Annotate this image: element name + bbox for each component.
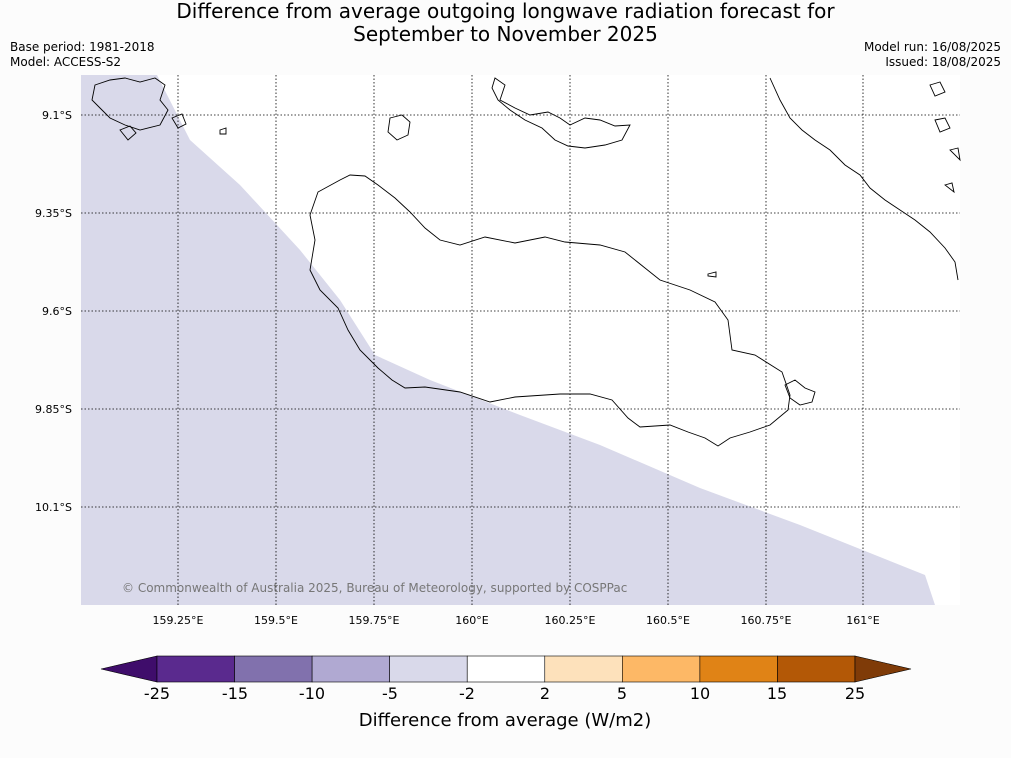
florida-islands-coast bbox=[491, 77, 631, 149]
model-name: Model: ACCESS-S2 bbox=[10, 55, 122, 69]
colorbar-tick-label: -10 bbox=[299, 684, 325, 703]
lat-label: 9.85°S bbox=[35, 403, 72, 416]
marau-islets bbox=[784, 379, 816, 406]
colorbar-segment bbox=[234, 655, 313, 683]
colorbar bbox=[100, 655, 912, 683]
colorbar-segment bbox=[544, 655, 623, 683]
savo-island-coast bbox=[387, 114, 411, 141]
colorbar-tick-label: 25 bbox=[845, 684, 865, 703]
malaita-coast bbox=[769, 77, 959, 281]
small-islet-west-2 bbox=[171, 113, 187, 129]
guadalcanal-coast bbox=[309, 174, 791, 447]
base-period: Base period: 1981-2018 bbox=[10, 40, 155, 54]
title-line-1: Difference from average outgoing longwav… bbox=[176, 0, 835, 23]
colorbar-tick-label: 15 bbox=[767, 684, 787, 703]
tiny-islet bbox=[707, 271, 717, 278]
colorbar-segment bbox=[699, 655, 778, 683]
russell-islands-coast bbox=[91, 77, 169, 131]
lat-label: 9.6°S bbox=[42, 305, 72, 318]
meta-right: Model run: 16/08/2025 Issued: 18/08/2025 bbox=[864, 40, 1001, 70]
colorbar-segment bbox=[389, 655, 468, 683]
malaita-islets bbox=[929, 81, 961, 194]
colorbar-extend-high bbox=[854, 655, 912, 683]
colorbar-segment bbox=[156, 655, 235, 683]
meta-left: Base period: 1981-2018 Model: ACCESS-S2 bbox=[10, 40, 155, 70]
lat-label: 9.35°S bbox=[35, 207, 72, 220]
lon-label: 159.25°E bbox=[153, 614, 204, 627]
colorbar-tick-label: 2 bbox=[540, 684, 550, 703]
copyright-notice: © Commonwealth of Australia 2025, Bureau… bbox=[122, 581, 627, 595]
lon-label: 159.5°E bbox=[254, 614, 298, 627]
lon-label: 160.5°E bbox=[646, 614, 690, 627]
lat-label: 10.1°S bbox=[35, 501, 72, 514]
colorbar-tick-label: -5 bbox=[382, 684, 398, 703]
lon-label: 160.25°E bbox=[545, 614, 596, 627]
colorbar-segment bbox=[311, 655, 390, 683]
map-title: Difference from average outgoing longwav… bbox=[0, 0, 1011, 46]
colorbar-segment bbox=[777, 655, 856, 683]
gridlines bbox=[81, 75, 960, 605]
colorbar-segment bbox=[466, 655, 546, 683]
lon-labels: 159.25°E 159.5°E 159.75°E 160°E 160.25°E… bbox=[153, 614, 880, 627]
issued-date: Issued: 18/08/2025 bbox=[885, 55, 1001, 69]
colorbar-tick-label: -15 bbox=[222, 684, 248, 703]
lon-label: 160.75°E bbox=[741, 614, 792, 627]
lat-label: 9.1°S bbox=[42, 109, 72, 122]
colorbar-tick-labels: -25 -15 -10 -5 -2 2 5 10 15 25 bbox=[144, 684, 865, 703]
title-line-2: September to November 2025 bbox=[353, 22, 658, 46]
colorbar-extend-low bbox=[100, 655, 158, 683]
colorbar-tick-label: 5 bbox=[617, 684, 627, 703]
colorbar-tick-label: 10 bbox=[690, 684, 710, 703]
coastlines bbox=[91, 77, 961, 447]
colorbar-segment bbox=[622, 655, 701, 683]
small-islet-west-3 bbox=[219, 127, 227, 135]
small-islet-west bbox=[119, 125, 137, 141]
colorbar-title: Difference from average (W/m2) bbox=[359, 710, 651, 731]
colorbar-tick-label: -2 bbox=[459, 684, 475, 703]
colorbar-tick-label: -25 bbox=[144, 684, 170, 703]
lon-label: 161°E bbox=[846, 614, 879, 627]
model-run: Model run: 16/08/2025 bbox=[863, 40, 1001, 54]
lon-label: 160°E bbox=[455, 614, 488, 627]
lat-labels: 9.1°S 9.35°S 9.6°S 9.85°S 10.1°S bbox=[35, 109, 72, 514]
forecast-region-fill bbox=[81, 75, 935, 605]
lon-label: 159.75°E bbox=[349, 614, 400, 627]
